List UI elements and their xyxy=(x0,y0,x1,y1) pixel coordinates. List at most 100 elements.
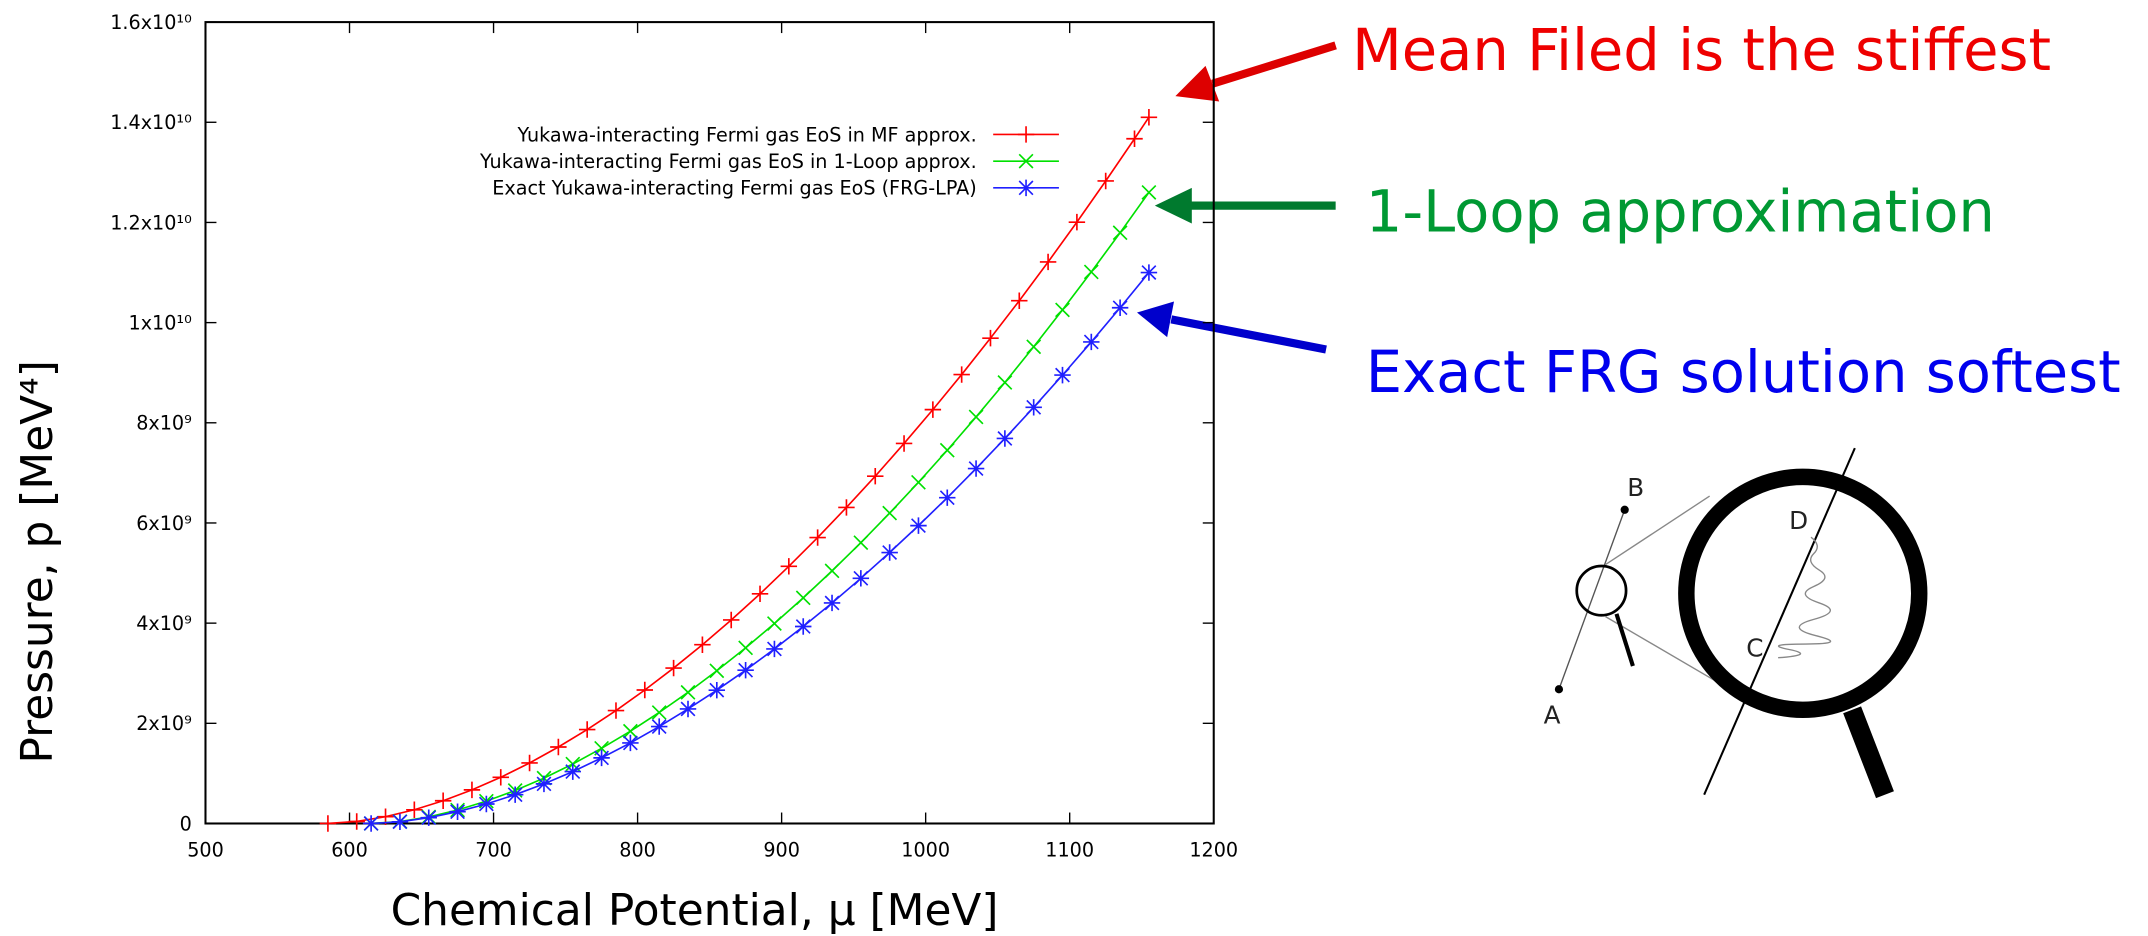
small-lens xyxy=(1575,564,1628,617)
data-point xyxy=(997,375,1013,390)
data-point xyxy=(1068,213,1086,231)
data-point xyxy=(1011,292,1028,309)
data-point xyxy=(1025,399,1042,416)
y-tick-label: 0 xyxy=(180,812,192,835)
y-tick-label: 6x10⁹ xyxy=(136,512,192,535)
point-label: B xyxy=(1627,473,1644,502)
data-point xyxy=(1126,130,1143,147)
data-point xyxy=(1097,172,1114,190)
series-line xyxy=(371,272,1150,825)
data-point xyxy=(1140,264,1158,281)
data-point xyxy=(722,611,740,629)
x-axis-label: Chemical Potential, μ [MeV] xyxy=(391,885,999,936)
arrow xyxy=(1211,41,1337,88)
data-point xyxy=(751,585,769,603)
data-point xyxy=(867,467,884,485)
arrowhead xyxy=(1137,301,1175,338)
y-tick-label: 8x10⁹ xyxy=(136,412,192,435)
segment-ab xyxy=(1558,509,1626,690)
arrow xyxy=(1170,315,1327,354)
y-tick-label: 1.2x10¹⁰ xyxy=(110,211,192,234)
data-point xyxy=(319,815,337,832)
data-point xyxy=(478,795,495,813)
data-point xyxy=(550,738,567,756)
data-point xyxy=(1141,184,1157,200)
data-point xyxy=(780,558,798,575)
data-point xyxy=(924,401,942,418)
data-point xyxy=(622,723,638,739)
data-point xyxy=(651,705,667,720)
data-point xyxy=(838,499,855,516)
data-point xyxy=(911,474,926,490)
big-lens xyxy=(1678,468,1928,719)
data-point xyxy=(709,663,725,679)
x-tick-label: 700 xyxy=(475,838,512,861)
data-point xyxy=(1140,109,1158,126)
data-point xyxy=(1039,253,1057,271)
data-point xyxy=(650,718,668,735)
x-tick-label: 500 xyxy=(187,838,224,861)
data-point xyxy=(982,329,999,347)
data-point xyxy=(766,616,782,631)
data-point xyxy=(882,505,898,521)
data-point xyxy=(391,813,409,831)
point-label: C xyxy=(1746,633,1763,662)
data-point xyxy=(824,563,840,579)
x-tick-label: 1000 xyxy=(901,838,950,861)
y-axis-label: Pressure, p [MeV⁴] xyxy=(12,360,63,763)
data-point xyxy=(1083,333,1100,351)
data-point xyxy=(809,529,826,546)
data-point xyxy=(895,435,913,452)
big-handle xyxy=(1843,706,1894,799)
data-point xyxy=(622,734,639,752)
data-point xyxy=(766,640,783,658)
arrowhead xyxy=(1175,65,1220,102)
annotation: 1-Loop approximation xyxy=(1366,179,1995,246)
point xyxy=(1554,685,1564,694)
data-point xyxy=(795,590,811,606)
legend-marker xyxy=(1018,153,1034,169)
y-tick-label: 1.6x10¹⁰ xyxy=(110,11,192,34)
data-point xyxy=(535,775,553,793)
data-point xyxy=(1026,339,1042,355)
data-point xyxy=(679,700,697,718)
legend-label: Yukawa-interacting Fermi gas EoS in 1-Lo… xyxy=(479,150,977,173)
legend-label: Yukawa-interacting Fermi gas EoS in MF a… xyxy=(516,123,976,146)
y-tick-label: 2x10⁹ xyxy=(136,712,192,735)
arrowhead xyxy=(1154,187,1192,224)
data-point xyxy=(1054,366,1071,384)
wavy-path xyxy=(1777,536,1832,659)
data-point xyxy=(1083,264,1099,280)
data-point xyxy=(738,640,754,656)
point xyxy=(1620,505,1629,514)
series-line xyxy=(371,191,1150,825)
data-point xyxy=(521,754,538,772)
data-point xyxy=(910,517,927,534)
data-point xyxy=(564,763,581,780)
data-point xyxy=(607,702,625,719)
x-tick-label: 900 xyxy=(763,838,800,861)
data-point xyxy=(348,813,365,830)
data-point xyxy=(506,786,524,803)
data-point xyxy=(434,792,452,809)
data-point xyxy=(463,781,481,799)
series-line xyxy=(327,116,1150,825)
magnifier-illustration: A B C D xyxy=(1544,447,1928,799)
data-point xyxy=(939,489,956,506)
small-handle xyxy=(1614,613,1635,667)
data-point xyxy=(737,661,754,679)
data-point xyxy=(823,594,841,612)
zoomed-line xyxy=(1703,447,1856,796)
annotation: Exact FRG solution softest xyxy=(1366,339,2121,406)
point-label: D xyxy=(1789,506,1808,535)
data-point xyxy=(420,809,437,826)
data-point xyxy=(881,544,898,561)
zoom-line xyxy=(1605,495,1711,566)
y-tick-label: 1.4x10¹⁰ xyxy=(110,111,192,134)
data-point xyxy=(578,721,596,738)
data-point xyxy=(708,681,726,699)
data-point xyxy=(665,659,682,677)
x-tick-label: 1100 xyxy=(1045,838,1094,861)
